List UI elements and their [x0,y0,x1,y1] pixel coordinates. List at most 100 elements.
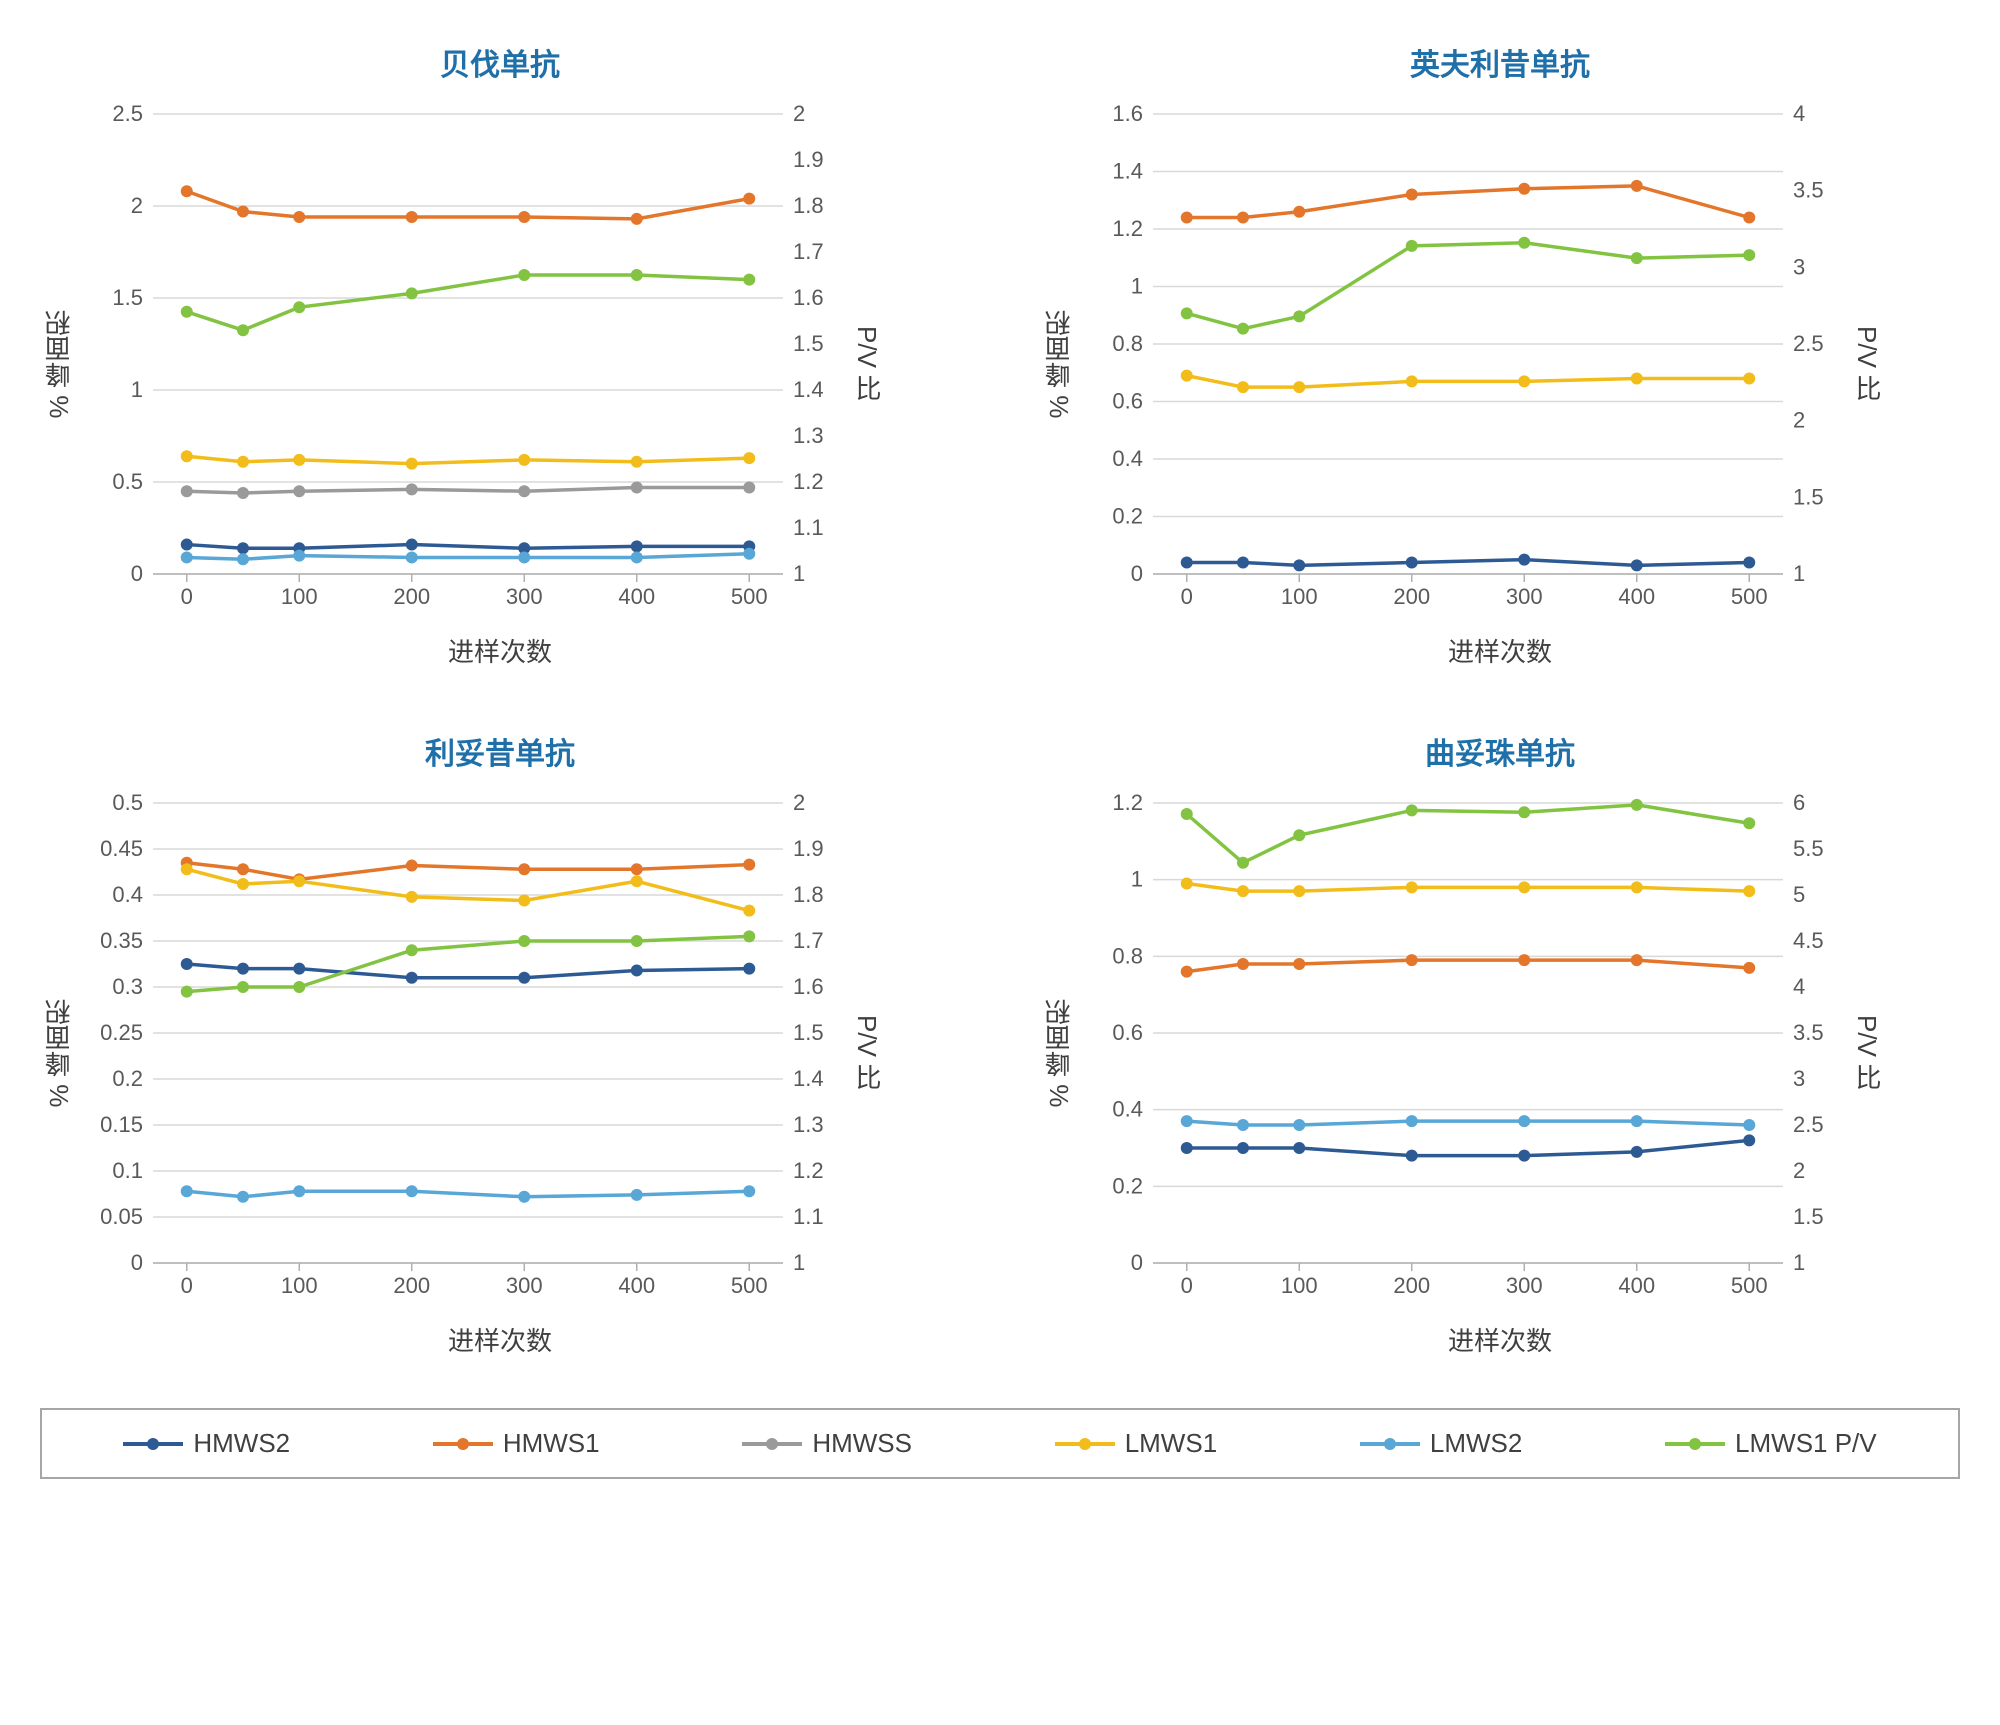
y-axis-label-right: P/V 比 [849,1015,886,1090]
svg-text:0: 0 [181,1273,193,1298]
series-marker-LMWS1_PV [1631,252,1643,264]
chart-panel-2: 利妥昔单抗% 峰面积00.050.10.150.20.250.30.350.40… [40,729,960,1358]
svg-text:200: 200 [1393,584,1430,609]
series-marker-HMWS1 [1181,212,1193,224]
legend-label: LMWS1 [1125,1428,1217,1459]
series-marker-HMWS1 [1293,206,1305,218]
series-marker-LMWS1_PV [237,324,249,336]
series-marker-HMWS1 [1406,189,1418,201]
series-marker-LMWS1_PV [631,935,643,947]
series-marker-HMWS1 [181,185,193,197]
svg-text:1.5: 1.5 [793,1020,824,1045]
series-marker-HMWS2 [1293,1142,1305,1154]
svg-text:1.5: 1.5 [793,331,824,356]
svg-text:0.6: 0.6 [1112,389,1143,414]
series-marker-HMWS1 [1406,954,1418,966]
series-marker-LMWS1 [1237,885,1249,897]
series-marker-HMWS2 [1743,1134,1755,1146]
series-marker-HMWS2 [1406,1150,1418,1162]
svg-text:0.8: 0.8 [1112,943,1143,968]
series-line-LMWS1 [1187,376,1750,388]
svg-text:0.4: 0.4 [112,882,143,907]
series-marker-LMWS1 [631,456,643,468]
svg-text:3.5: 3.5 [1793,178,1824,203]
y-axis-label-left: % 峰面积 [40,999,77,1107]
series-marker-HMWS2 [181,958,193,970]
svg-text:200: 200 [1393,1273,1430,1298]
svg-text:100: 100 [281,584,318,609]
series-line-LMWS1_PV [1187,243,1750,329]
series-marker-HMWS1 [743,859,755,871]
series-marker-LMWS1 [1631,881,1643,893]
series-line-LMWS1_PV [187,936,750,991]
series-line-HMWS2 [187,964,750,978]
series-marker-LMWS1_PV [518,269,530,281]
series-marker-LMWS1_PV [743,274,755,286]
series-marker-HMWS2 [1631,559,1643,571]
x-axis-label: 进样次数 [40,1321,960,1358]
svg-text:1: 1 [131,377,143,402]
svg-text:0.25: 0.25 [100,1020,143,1045]
chart-panel-3: 曲妥珠单抗% 峰面积00.20.40.60.811.211.522.533.54… [1040,729,1960,1358]
svg-text:1.4: 1.4 [793,377,824,402]
svg-text:1.9: 1.9 [793,836,824,861]
svg-text:100: 100 [1281,1273,1318,1298]
series-marker-LMWS2 [631,1189,643,1201]
chart-panel-0: 贝伐单抗% 峰面积00.511.522.511.11.21.31.41.51.6… [40,40,960,669]
series-marker-HMWS1 [631,213,643,225]
svg-text:1.8: 1.8 [793,193,824,218]
series-line-LMWS1 [187,456,750,463]
series-marker-LMWS2 [293,550,305,562]
series-marker-LMWS1_PV [1293,310,1305,322]
series-marker-LMWS1 [293,875,305,887]
series-marker-LMWS1_PV [1181,307,1193,319]
series-marker-LMWS1_PV [293,981,305,993]
svg-text:1: 1 [1793,561,1805,586]
series-marker-LMWS2 [1237,1119,1249,1131]
svg-text:1.1: 1.1 [793,515,824,540]
series-marker-LMWS1_PV [1293,829,1305,841]
series-marker-LMWS2 [1406,1115,1418,1127]
series-marker-LMWS2 [1631,1115,1643,1127]
svg-text:100: 100 [281,1273,318,1298]
series-line-LMWS2 [187,554,750,560]
series-marker-HMWS2 [1237,1142,1249,1154]
series-marker-LMWS2 [743,1185,755,1197]
series-marker-HMWS1 [1181,966,1193,978]
series-marker-LMWS1 [1181,878,1193,890]
series-marker-HMWS1 [237,863,249,875]
svg-text:0: 0 [1131,1250,1143,1275]
svg-text:0.2: 0.2 [112,1066,143,1091]
x-axis-label: 进样次数 [1040,632,1960,669]
series-marker-LMWS2 [631,551,643,563]
series-marker-HMWS1 [743,193,755,205]
series-marker-LMWS1 [181,863,193,875]
series-marker-LMWS1_PV [1518,237,1530,249]
series-line-LMWS1_PV [1187,805,1750,863]
series-marker-LMWS1 [1293,381,1305,393]
svg-text:6: 6 [1793,793,1805,815]
x-axis-label: 进样次数 [1040,1321,1960,1358]
chart-title: 英夫利昔单抗 [1040,40,1960,84]
series-line-LMWS2 [1187,1121,1750,1125]
series-marker-LMWS2 [181,1185,193,1197]
series-marker-HMWS1 [1518,183,1530,195]
series-marker-LMWS1_PV [631,269,643,281]
series-line-HMWS2 [187,545,750,549]
series-marker-LMWS1_PV [1743,249,1755,261]
svg-text:1.3: 1.3 [793,1112,824,1137]
svg-text:4.5: 4.5 [1793,928,1824,953]
svg-text:1.2: 1.2 [1112,216,1143,241]
svg-text:1.9: 1.9 [793,147,824,172]
series-marker-LMWS1_PV [181,986,193,998]
series-line-HMWS2 [1187,1140,1750,1155]
svg-text:0.05: 0.05 [100,1204,143,1229]
legend-swatch-icon [1360,1442,1420,1446]
svg-text:1.6: 1.6 [793,974,824,999]
svg-text:2: 2 [131,193,143,218]
svg-text:300: 300 [506,1273,543,1298]
svg-text:0: 0 [181,584,193,609]
legend-item-LMWS2: LMWS2 [1360,1428,1522,1459]
svg-text:0.4: 0.4 [1112,1097,1143,1122]
svg-text:400: 400 [1618,1273,1655,1298]
